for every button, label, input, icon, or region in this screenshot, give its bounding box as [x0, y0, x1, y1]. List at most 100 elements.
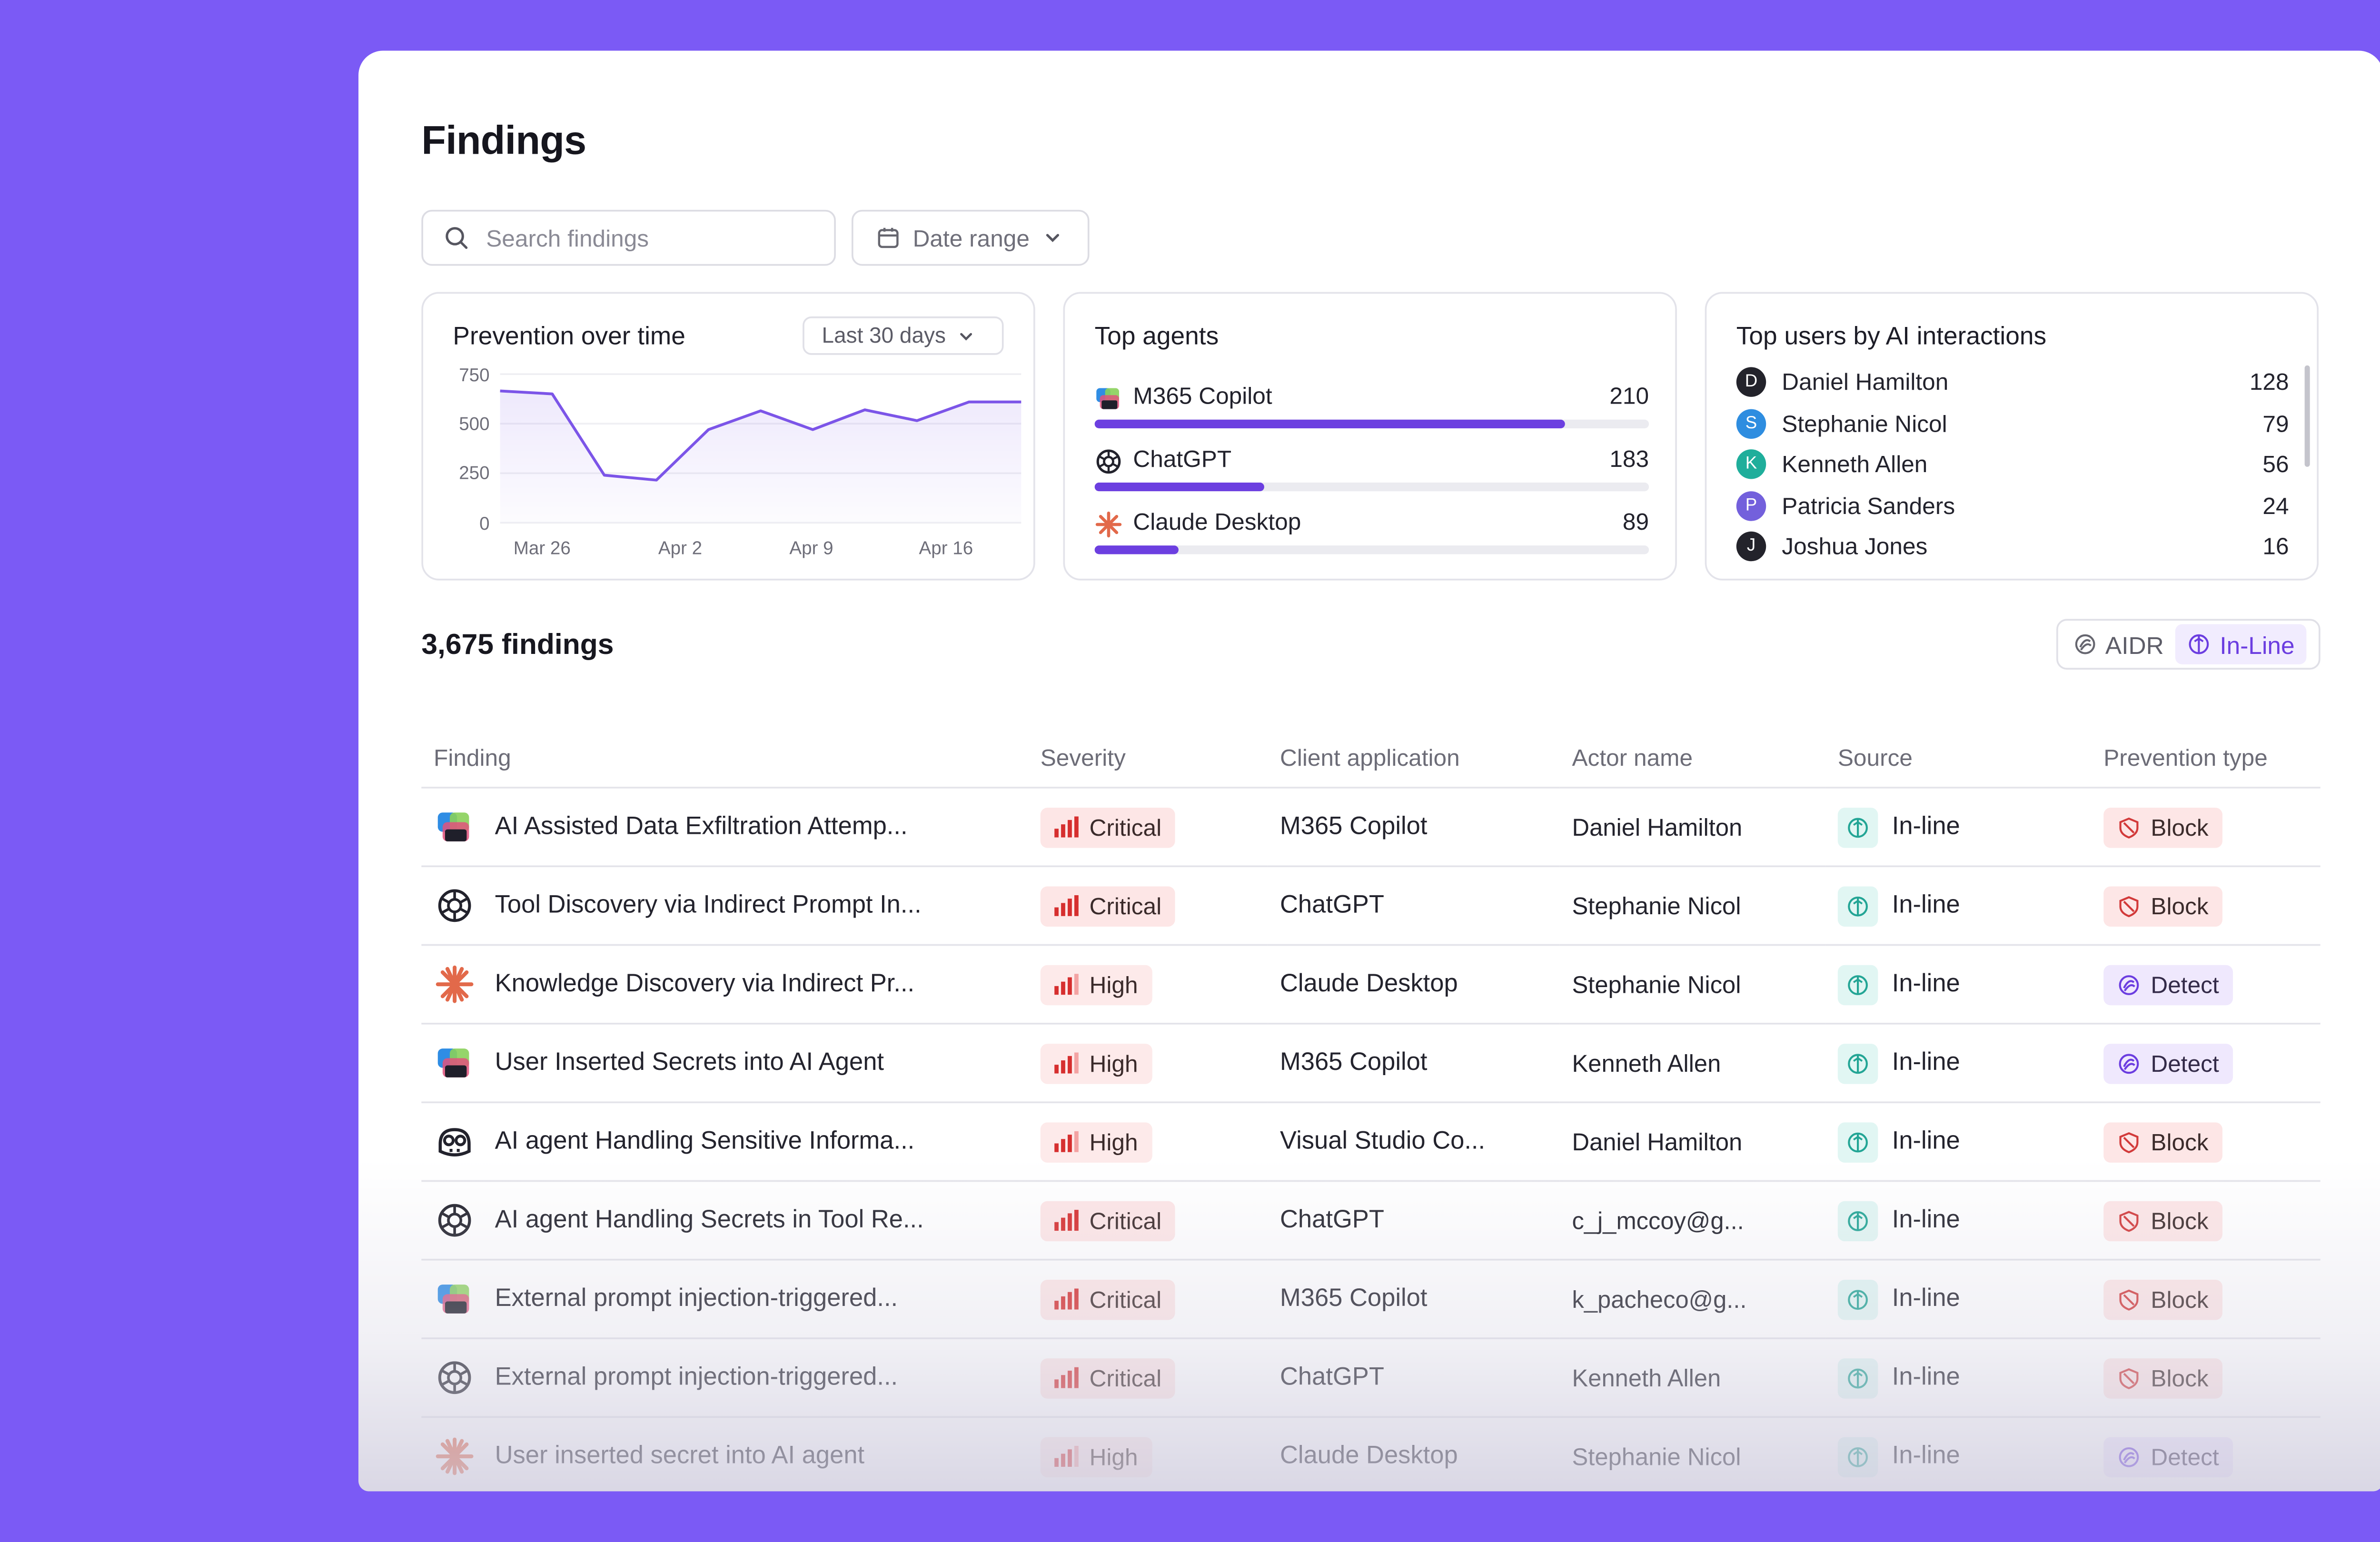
x-tick-label: Mar 26	[514, 538, 571, 558]
user-row[interactable]: J Joshua Jones 16	[1736, 531, 2289, 566]
agent-row-chatgpt[interactable]: ChatGPT 183	[1094, 446, 1649, 495]
finding-title[interactable]: AI Assisted Data Exfiltration Attemp...	[495, 813, 908, 841]
agent-row-m365-copilot[interactable]: M365 Copilot 210	[1094, 383, 1649, 432]
x-tick-label: Apr 16	[919, 538, 973, 558]
inline-source-icon	[1848, 817, 1868, 837]
user-name: Stephanie Nicol	[1782, 411, 1947, 437]
cell-severity: Critical	[1028, 1338, 1268, 1418]
agent-row-claude-desktop[interactable]: Claude Desktop 89	[1094, 509, 1649, 558]
finding-title[interactable]: User inserted secret into AI agent	[495, 1442, 865, 1471]
finding-title[interactable]: External prompt injection-triggered...	[495, 1364, 898, 1392]
m365-copilot-icon	[1096, 388, 1120, 409]
table-row[interactable]: AI agent Handling Secrets in Tool Re... C…	[421, 1181, 2320, 1261]
top-users-title: Top users by AI interactions	[1736, 323, 2047, 352]
column-header-finding[interactable]: Finding	[421, 729, 1029, 789]
cell-source: In-line	[1825, 945, 2092, 1025]
finding-title[interactable]: AI agent Handling Secrets in Tool Re...	[495, 1206, 924, 1235]
avatar: K	[1736, 449, 1766, 479]
client-app-icon	[434, 1121, 476, 1163]
cell-source: In-line	[1825, 1023, 2092, 1103]
y-tick-label: 750	[459, 365, 489, 386]
cell-source: In-line	[1825, 787, 2092, 868]
y-tick-label: 0	[479, 514, 489, 534]
inline-source-icon	[1848, 974, 1868, 995]
date-range-dropdown[interactable]: Date range	[851, 209, 1090, 266]
user-row[interactable]: S Stephanie Nicol 79	[1736, 409, 2289, 444]
x-tick-label: Apr 2	[658, 538, 702, 558]
severity-bars-icon	[1054, 1131, 1079, 1152]
table-row[interactable]: User inserted secret into AI agent High Cl…	[421, 1417, 2320, 1492]
scrollbar[interactable]	[2304, 365, 2310, 467]
table-header: Finding Severity Client application Acto…	[421, 729, 2320, 789]
finding-title[interactable]: Knowledge Discovery via Indirect Pr...	[495, 970, 915, 998]
prevention-label: Block	[2151, 1128, 2209, 1155]
column-header-client-application[interactable]: Client application	[1268, 729, 1560, 789]
detect-icon	[2119, 1446, 2139, 1466]
table-row[interactable]: Tool Discovery via Indirect Prompt In...…	[421, 866, 2320, 946]
prevention-label: Block	[2151, 1364, 2209, 1391]
search-box[interactable]	[421, 209, 836, 266]
table-row[interactable]: User Inserted Secrets into AI Agent High M…	[421, 1023, 2320, 1103]
user-name: Joshua Jones	[1782, 533, 1928, 560]
cell-prevention-type: Detect	[2091, 1417, 2320, 1492]
cell-actor-name: c_j_mccoy@g...	[1559, 1181, 1826, 1261]
severity-badge: Critical	[1040, 1357, 1176, 1398]
cell-severity: High	[1028, 945, 1268, 1025]
source-badge	[1837, 885, 1878, 926]
table-row[interactable]: External prompt injection-triggered... Cr…	[421, 1259, 2320, 1339]
severity-label: High	[1089, 1049, 1138, 1077]
severity-label: High	[1089, 971, 1138, 998]
y-tick-label: 250	[459, 463, 489, 484]
prevention-badge: Detect	[2103, 964, 2233, 1005]
prevention-badge: Block	[2103, 1200, 2223, 1241]
prevention-over-time-card: Prevention over time Last 30 days 750 50…	[421, 292, 1035, 581]
finding-title[interactable]: External prompt injection-triggered...	[495, 1285, 898, 1313]
y-tick-label: 500	[459, 414, 489, 435]
table-row[interactable]: AI Assisted Data Exfiltration Attemp... C…	[421, 787, 2320, 868]
severity-badge: Critical	[1040, 1200, 1176, 1241]
source-badge	[1837, 1200, 1878, 1241]
time-range-dropdown[interactable]: Last 30 days	[803, 316, 1004, 355]
block-icon	[2119, 1131, 2139, 1153]
severity-badge: Critical	[1040, 807, 1176, 847]
table-row[interactable]: External prompt injection-triggered... Cr…	[421, 1338, 2320, 1418]
toggle-inline[interactable]: In-Line	[2176, 624, 2307, 664]
cell-prevention-type: Block	[2091, 787, 2320, 868]
severity-bars-icon	[1054, 895, 1079, 916]
table-row[interactable]: Knowledge Discovery via Indirect Pr... Hi…	[421, 945, 2320, 1025]
cell-actor-name: Stephanie Nicol	[1559, 945, 1826, 1025]
column-header-prevention-type[interactable]: Prevention type	[2091, 729, 2320, 789]
finding-title[interactable]: User Inserted Secrets into AI Agent	[495, 1049, 884, 1077]
cell-severity: High	[1028, 1417, 1268, 1492]
finding-title[interactable]: Tool Discovery via Indirect Prompt In...	[495, 891, 922, 920]
finding-title[interactable]: AI agent Handling Sensitive Informa...	[495, 1127, 915, 1156]
cell-finding: User Inserted Secrets into AI Agent	[421, 1023, 1029, 1103]
client-app-icon	[434, 1435, 476, 1477]
user-count: 79	[2262, 411, 2289, 437]
cell-actor-name: Daniel Hamilton	[1559, 1102, 1826, 1182]
column-header-severity[interactable]: Severity	[1028, 729, 1268, 789]
source-label: In-line	[1892, 1127, 1960, 1156]
toggle-aidr[interactable]: AIDR	[2062, 624, 2176, 664]
claude-icon	[436, 1437, 474, 1475]
user-row[interactable]: D Daniel Hamilton 128	[1736, 367, 2289, 402]
user-row[interactable]: P Patricia Sanders 24	[1736, 491, 2289, 526]
search-input[interactable]	[482, 223, 822, 253]
prevention-area	[500, 391, 1021, 523]
m365-copilot-icon	[437, 1048, 469, 1077]
severity-badge: Critical	[1040, 1279, 1176, 1319]
source-badge	[1837, 1121, 1878, 1162]
column-header-actor-name[interactable]: Actor name	[1559, 729, 1826, 789]
user-row[interactable]: K Kenneth Allen 56	[1736, 449, 2289, 484]
column-header-source[interactable]: Source	[1825, 729, 2092, 789]
cell-severity: Critical	[1028, 1259, 1268, 1339]
source-label: In-line	[1892, 1285, 1960, 1313]
cell-finding: External prompt injection-triggered...	[421, 1259, 1029, 1339]
cell-prevention-type: Block	[2091, 866, 2320, 946]
mode-toggle: AIDR In-Line	[2056, 619, 2320, 670]
source-badge	[1837, 1279, 1878, 1319]
cell-client-application: M365 Copilot	[1268, 1259, 1560, 1339]
block-icon	[2119, 1210, 2139, 1231]
block-icon	[2119, 895, 2139, 917]
table-row[interactable]: AI agent Handling Sensitive Informa... Hi…	[421, 1102, 2320, 1182]
